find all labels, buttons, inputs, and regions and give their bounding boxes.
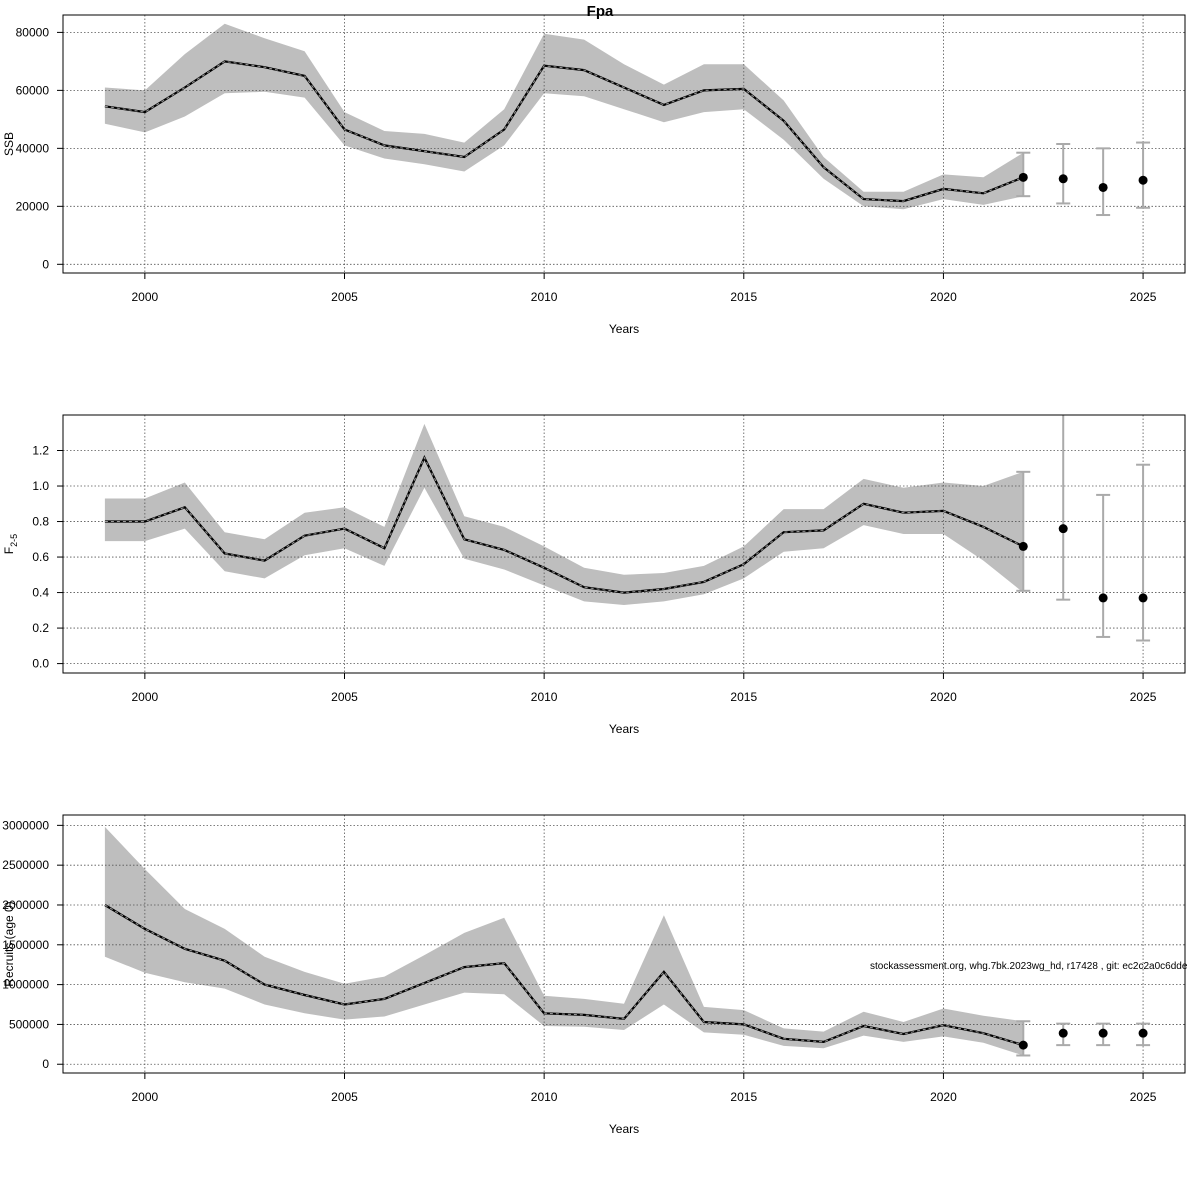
recruits-y-tick-label-4: 2000000 [2, 898, 49, 912]
ssb-panel: 2000 2005 2010 2015 2020 2025 0 20000 40000 60000… [2, 14, 1186, 336]
recruits-x-tick-label-2020: 2020 [930, 1090, 957, 1104]
recruits-forecast-point-2022 [1018, 1040, 1028, 1050]
f-x-axis-title: Years [609, 722, 639, 736]
recruits-y-tick-label-0: 0 [42, 1057, 49, 1071]
ssb-x-tick-label-2005: 2005 [331, 290, 358, 304]
f-x-tick-label-2000: 2000 [132, 690, 159, 704]
ssb-x-tick-label-2020: 2020 [930, 290, 957, 304]
recruits-x-tick-label-2015: 2015 [730, 1090, 757, 1104]
ssb-forecast-point-2022 [1018, 172, 1028, 182]
recruits-estimate-dashes [104, 904, 1024, 1046]
f-forecast-point-2023 [1058, 524, 1068, 534]
f-y-tick-label-3: 0.6 [32, 550, 49, 564]
f-plot-frame [62, 414, 1186, 674]
ssb-x-tick-label-2025: 2025 [1130, 290, 1157, 304]
f-forecast-point-2025 [1138, 593, 1148, 603]
ssb-x-tick-label-2015: 2015 [730, 290, 757, 304]
ssb-y-tick-label-4: 80000 [16, 25, 50, 39]
recruits-x-tick-label-2000: 2000 [132, 1090, 159, 1104]
fishing-mortality-panel: 2000 2005 2010 2015 2020 2025 0.0 0.2 0.4 0.6 0.8 1… [2, 414, 1186, 736]
f-y-tick-label-4: 0.8 [32, 515, 49, 529]
f-x-tick-label-2025: 2025 [1130, 690, 1157, 704]
f-y-axis-title: F2-5 [2, 534, 19, 554]
source-footnote: stockassessment.org, whg.7bk.2023wg_hd, … [870, 961, 1188, 972]
ssb-y-tick-label-1: 20000 [16, 199, 50, 213]
recruits-forecast-point-2025 [1138, 1028, 1148, 1038]
recruits-y-tick-label-5: 2500000 [2, 858, 49, 872]
recruits-x-tick-label-2010: 2010 [531, 1090, 558, 1104]
f-x-tick-label-2005: 2005 [331, 690, 358, 704]
recruits-y-tick-label-1: 500000 [9, 1017, 49, 1031]
f-y-tick-label-0: 0.0 [32, 657, 49, 671]
f-estimate-dashes [104, 456, 1024, 594]
recruits-forecast-point-2024 [1098, 1028, 1108, 1038]
recruits-x-tick-label-2025: 2025 [1130, 1090, 1157, 1104]
recruits-y-axis-title: Recruits (age 0) [2, 901, 16, 986]
recruits-y-tick-label-3: 1500000 [2, 938, 49, 952]
f-confidence-band [104, 423, 1024, 605]
recruits-confidence-band [104, 826, 1024, 1056]
ssb-forecast-point-2024 [1098, 182, 1108, 192]
recruits-x-tick-label-2005: 2005 [331, 1090, 358, 1104]
ssb-x-tick-label-2000: 2000 [132, 290, 159, 304]
ssb-confidence-band [104, 23, 1024, 210]
recruits-x-axis-title: Years [609, 1122, 639, 1136]
f-forecast-point-2024 [1098, 593, 1108, 603]
ssb-estimate-dashes [104, 60, 1024, 202]
f-x-tick-label-2020: 2020 [930, 690, 957, 704]
recruits-forecast-point-2023 [1058, 1028, 1068, 1038]
chart-title: Fpa [587, 3, 614, 20]
ssb-y-tick-label-2: 40000 [16, 141, 50, 155]
f-y-tick-label-1: 0.2 [32, 621, 49, 635]
ssb-plot-frame [62, 14, 1186, 274]
f-y-tick-label-2: 0.4 [32, 586, 49, 600]
f-y-tick-label-6: 1.2 [32, 444, 49, 458]
f-forecast-point-2022 [1018, 541, 1028, 551]
ssb-y-tick-label-3: 60000 [16, 83, 50, 97]
f-y-tick-label-5: 1.0 [32, 479, 49, 493]
f-x-tick-label-2015: 2015 [730, 690, 757, 704]
ssb-y-axis-title: SSB [2, 132, 16, 156]
ssb-forecast-point-2025 [1138, 175, 1148, 185]
ssb-forecast-point-2023 [1058, 174, 1068, 184]
recruits-y-tick-label-6: 3000000 [2, 818, 49, 832]
recruits-plot-frame [62, 814, 1186, 1074]
ssb-x-axis-title: Years [609, 322, 639, 336]
f-x-tick-label-2010: 2010 [531, 690, 558, 704]
recruitment-panel: 2000 2005 2010 2015 2020 2025 0 500000 1000000 15… [2, 814, 1186, 1136]
recruits-y-tick-label-2: 1000000 [2, 978, 49, 992]
ssb-x-tick-label-2010: 2010 [531, 290, 558, 304]
ssb-y-tick-label-0: 0 [42, 257, 49, 271]
